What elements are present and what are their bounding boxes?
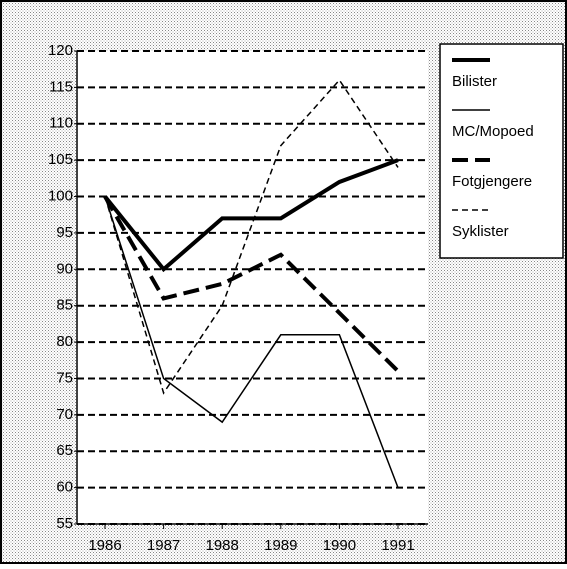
y-tick-label: 70 — [56, 406, 73, 423]
x-tick-label: 1988 — [206, 537, 239, 554]
x-tick-label: 1989 — [264, 537, 297, 554]
series-line — [104, 196, 399, 488]
legend-label: Bilister — [452, 73, 497, 90]
legend-label: Fotgjengere — [452, 173, 532, 190]
legend-box — [439, 43, 564, 259]
plot-area — [77, 51, 428, 524]
y-tick-label: 85 — [56, 297, 73, 314]
y-tick-label: 55 — [56, 515, 73, 532]
legend-label: MC/Mopoed — [452, 123, 534, 140]
y-tick-label: 65 — [56, 442, 73, 459]
series-line — [104, 78, 399, 395]
x-tick-label: 1991 — [381, 537, 414, 554]
x-tick-label: 1986 — [88, 537, 121, 554]
y-tick-label: 80 — [56, 333, 73, 350]
y-tick-label: 115 — [49, 78, 73, 95]
y-tick-label: 105 — [48, 151, 73, 168]
x-tick-label: 1987 — [147, 537, 180, 554]
series-line — [103, 158, 399, 273]
series-line — [103, 195, 400, 373]
y-tick-label: 90 — [56, 260, 73, 277]
y-tick-label: 75 — [56, 369, 73, 386]
y-tick-label: 100 — [48, 188, 73, 205]
y-tick-label: 110 — [49, 115, 73, 132]
y-tick-label: 120 — [48, 42, 73, 59]
y-tick-label: 95 — [56, 224, 73, 241]
x-tick-label: 1990 — [323, 537, 356, 554]
legend-label: Syklister — [452, 223, 509, 240]
y-tick-label: 60 — [56, 479, 73, 496]
